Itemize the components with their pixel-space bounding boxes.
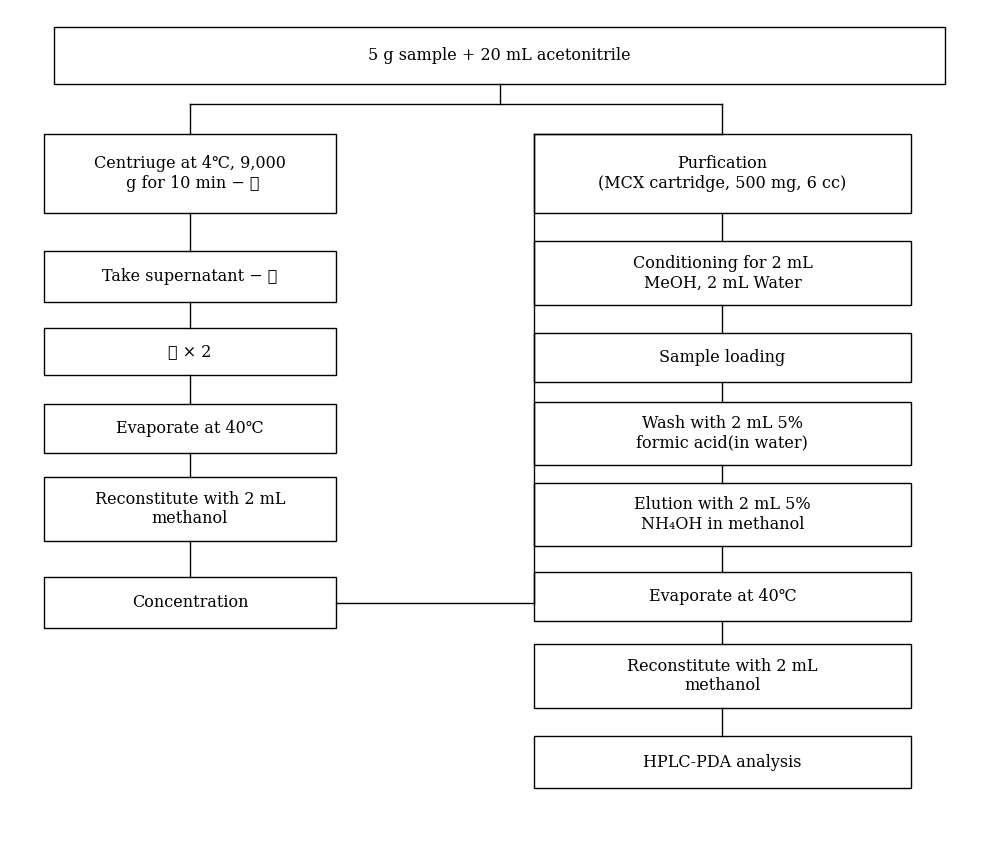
FancyBboxPatch shape — [44, 251, 336, 302]
Text: Concentration: Concentration — [132, 594, 248, 611]
Text: HPLC-PDA analysis: HPLC-PDA analysis — [643, 754, 801, 771]
FancyBboxPatch shape — [534, 333, 911, 381]
FancyBboxPatch shape — [534, 133, 911, 213]
FancyBboxPatch shape — [44, 576, 336, 629]
Text: Reconstitute with 2 mL
methanol: Reconstitute with 2 mL methanol — [627, 657, 817, 695]
Text: Sample loading: Sample loading — [659, 349, 785, 366]
FancyBboxPatch shape — [44, 327, 336, 376]
Text: Evaporate at 40℃: Evaporate at 40℃ — [116, 420, 264, 437]
Text: 5 g sample + 20 mL acetonitrile: 5 g sample + 20 mL acetonitrile — [369, 46, 630, 63]
Text: Purfication
(MCX cartridge, 500 mg, 6 cc): Purfication (MCX cartridge, 500 mg, 6 cc… — [598, 155, 846, 192]
Text: Take supernatant − ①: Take supernatant − ① — [102, 268, 278, 285]
FancyBboxPatch shape — [534, 572, 911, 621]
Text: Elution with 2 mL 5%
NH₄OH in methanol: Elution with 2 mL 5% NH₄OH in methanol — [634, 496, 811, 533]
FancyBboxPatch shape — [44, 477, 336, 541]
FancyBboxPatch shape — [44, 404, 336, 453]
Text: ① × 2: ① × 2 — [168, 343, 212, 360]
Text: Reconstitute with 2 mL
methanol: Reconstitute with 2 mL methanol — [95, 490, 285, 528]
FancyBboxPatch shape — [534, 483, 911, 546]
FancyBboxPatch shape — [44, 133, 336, 213]
Text: Wash with 2 mL 5%
formic acid(in water): Wash with 2 mL 5% formic acid(in water) — [636, 415, 808, 452]
FancyBboxPatch shape — [534, 241, 911, 305]
Text: Evaporate at 40℃: Evaporate at 40℃ — [648, 588, 796, 605]
Text: Centriuge at 4℃, 9,000
 g for 10 min − ①: Centriuge at 4℃, 9,000 g for 10 min − ① — [94, 155, 286, 192]
FancyBboxPatch shape — [54, 27, 945, 84]
FancyBboxPatch shape — [534, 736, 911, 788]
Text: Conditioning for 2 mL
MeOH, 2 mL Water: Conditioning for 2 mL MeOH, 2 mL Water — [632, 255, 812, 291]
FancyBboxPatch shape — [534, 644, 911, 708]
FancyBboxPatch shape — [534, 402, 911, 464]
